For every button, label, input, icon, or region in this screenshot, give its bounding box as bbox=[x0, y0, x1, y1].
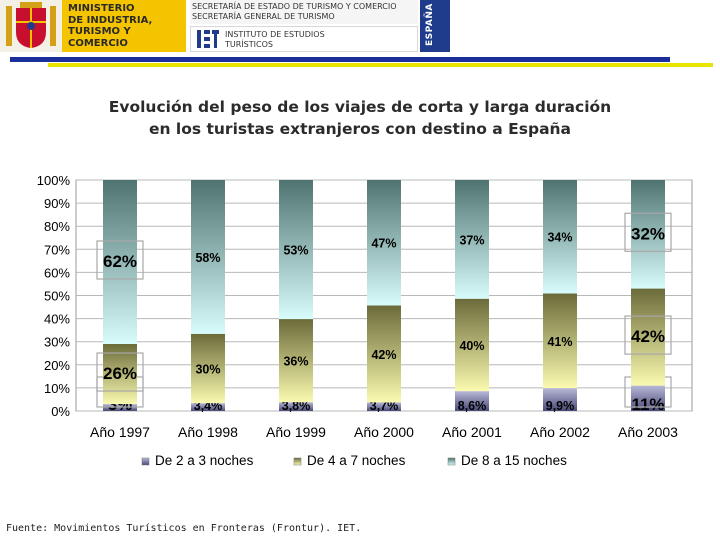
y-tick-label: 50% bbox=[44, 289, 70, 304]
header-rule-yellow bbox=[48, 63, 713, 67]
legend-label: De 4 a 7 noches bbox=[307, 453, 406, 468]
y-tick-label: 60% bbox=[44, 265, 70, 280]
data-label: 62% bbox=[103, 252, 137, 271]
data-label: 37% bbox=[459, 233, 484, 247]
instituto-panel: INSTITUTO DE ESTUDIOS TURÍSTICOS bbox=[190, 26, 418, 52]
y-tick-label: 90% bbox=[44, 196, 70, 211]
data-label: 40% bbox=[459, 339, 484, 353]
bar-de-2-a-3-noches bbox=[455, 391, 489, 411]
data-label: 8,6% bbox=[458, 399, 487, 413]
bar-de-2-a-3-noches bbox=[367, 402, 401, 411]
ministry-panel: MINISTERIO DE INDUSTRIA, TURISMO Y COMER… bbox=[62, 0, 186, 52]
bar-de-4-a-7-noches bbox=[103, 344, 137, 405]
x-tick-label: Año 2002 bbox=[530, 424, 590, 440]
x-tick-label: Año 1998 bbox=[178, 424, 238, 440]
bar-de-8-a-15-noches bbox=[103, 180, 137, 345]
y-tick-label: 40% bbox=[44, 312, 70, 327]
bar-de-8-a-15-noches bbox=[455, 180, 489, 299]
x-tick-label: Año 2003 bbox=[618, 424, 678, 440]
data-label: 3,8% bbox=[282, 399, 311, 413]
bar-de-4-a-7-noches bbox=[543, 293, 577, 389]
data-label: 32% bbox=[631, 224, 665, 243]
highlight-box bbox=[96, 352, 144, 392]
chart-title: Evolución del peso de los viajes de cort… bbox=[108, 98, 612, 138]
bar-de-2-a-3-noches bbox=[191, 403, 225, 411]
y-tick-label: 100% bbox=[37, 173, 71, 188]
ministry-name: MINISTERIO DE INDUSTRIA, TURISMO Y COMER… bbox=[68, 3, 153, 49]
espana-panel: ESPAÑA bbox=[420, 0, 450, 52]
secretaria-name: SECRETARÍA DE ESTADO DE TURISMO Y COMERC… bbox=[192, 2, 397, 21]
x-tick-label: Año 2000 bbox=[354, 424, 414, 440]
legend-label: De 8 a 15 noches bbox=[461, 453, 567, 468]
bar-de-4-a-7-noches bbox=[191, 333, 225, 404]
data-label: 36% bbox=[283, 355, 308, 369]
highlight-box bbox=[624, 315, 672, 355]
bar-de-4-a-7-noches bbox=[455, 298, 489, 392]
data-label: 58% bbox=[195, 251, 220, 265]
highlight-box bbox=[96, 240, 144, 280]
y-tick-label: 10% bbox=[44, 381, 70, 396]
x-tick-label: Año 1997 bbox=[90, 424, 150, 440]
y-tick-label: 20% bbox=[44, 358, 70, 373]
legend-swatch-de-8-a-15-noches bbox=[447, 457, 456, 466]
coat-of-arms-panel bbox=[0, 0, 62, 52]
bar-de-4-a-7-noches bbox=[631, 288, 665, 386]
iet-logo-icon bbox=[197, 30, 219, 48]
x-tick-label: Año 1999 bbox=[266, 424, 326, 440]
data-label: 42% bbox=[371, 348, 396, 362]
y-tick-label: 80% bbox=[44, 219, 70, 234]
data-label: 3,7% bbox=[370, 399, 399, 413]
y-tick-label: 30% bbox=[44, 335, 70, 350]
y-tick-label: 70% bbox=[44, 242, 70, 257]
bar-de-8-a-15-noches bbox=[191, 180, 225, 334]
data-label: 30% bbox=[195, 362, 220, 376]
spain-coat-of-arms-icon bbox=[6, 2, 56, 48]
legend-label: De 2 a 3 noches bbox=[155, 453, 254, 468]
bar-de-8-a-15-noches bbox=[543, 180, 577, 294]
data-label: 41% bbox=[547, 335, 572, 349]
header-rule-blue bbox=[10, 57, 670, 62]
secretaria-panel: SECRETARÍA DE ESTADO DE TURISMO Y COMERC… bbox=[190, 0, 418, 24]
bar-de-4-a-7-noches bbox=[367, 305, 401, 403]
bar-de-8-a-15-noches bbox=[279, 180, 313, 320]
bar-de-2-a-3-noches bbox=[543, 388, 577, 411]
data-label: 9,9% bbox=[546, 399, 575, 413]
data-label: 26% bbox=[103, 364, 137, 383]
data-label: 34% bbox=[547, 231, 572, 245]
x-tick-label: Año 2001 bbox=[442, 424, 502, 440]
bar-de-4-a-7-noches bbox=[279, 319, 313, 403]
bar-de-8-a-15-noches bbox=[367, 180, 401, 306]
bar-de-8-a-15-noches bbox=[631, 180, 665, 289]
source-note: Fuente: Movimientos Turísticos en Fronte… bbox=[6, 523, 362, 534]
legend-swatch-de-4-a-7-noches bbox=[293, 457, 302, 466]
y-tick-label: 0% bbox=[51, 404, 70, 419]
highlight-box bbox=[624, 212, 672, 252]
data-label: 47% bbox=[371, 237, 396, 251]
data-label: 53% bbox=[283, 244, 308, 258]
data-label: 42% bbox=[631, 327, 665, 346]
data-label: 11% bbox=[631, 395, 664, 414]
legend-swatch-de-2-a-3-noches bbox=[141, 457, 150, 466]
bar-de-2-a-3-noches bbox=[279, 402, 313, 411]
instituto-name: INSTITUTO DE ESTUDIOS TURÍSTICOS bbox=[225, 30, 325, 49]
